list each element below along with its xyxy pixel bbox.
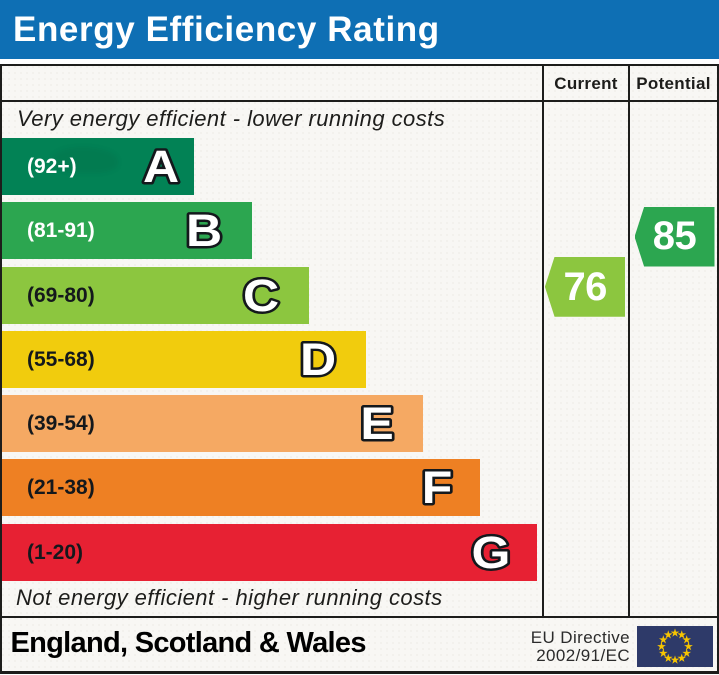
svg-text:C: C [243, 271, 279, 321]
svg-text:B: B [186, 207, 222, 257]
svg-text:E: E [361, 399, 394, 449]
svg-text:G: G [472, 528, 511, 578]
svg-text:D: D [300, 335, 336, 385]
svg-text:A: A [143, 142, 179, 192]
svg-text:F: F [422, 464, 453, 514]
